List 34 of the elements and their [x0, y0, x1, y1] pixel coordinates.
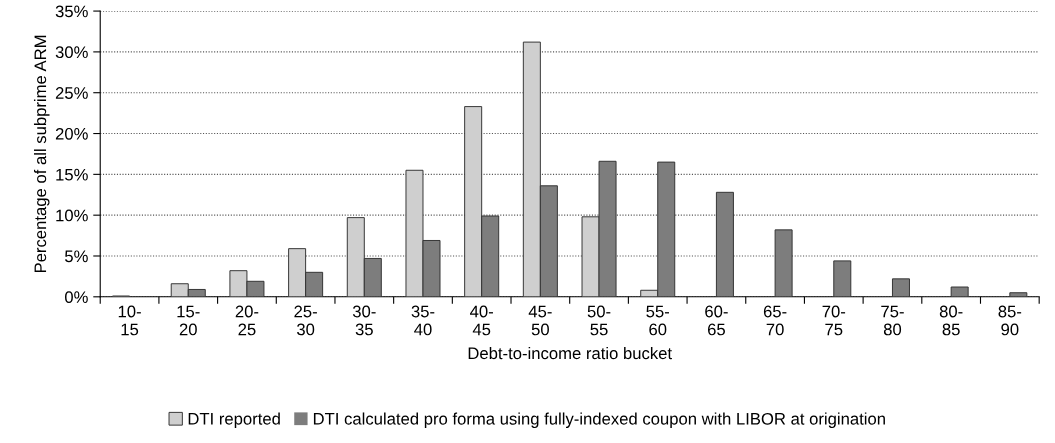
y-tick-label: 35% — [55, 5, 88, 18]
y-axis-title: Percentage of all subprime ARM — [33, 35, 50, 273]
bar — [774, 229, 793, 297]
y-tick-label: 15% — [56, 168, 88, 181]
x-tick-label: 20- 25 — [235, 305, 259, 336]
y-tick-label: 5% — [65, 250, 88, 263]
y-tick-label: 30% — [55, 46, 88, 59]
legend-label: DTI calculated pro forma using fully-indexed coupon with LIBOR at origination — [313, 412, 885, 428]
bar — [715, 191, 734, 297]
x-axis-title: Debt-to-income ratio bucket — [468, 346, 672, 360]
x-tick-label: 45- 50 — [528, 305, 552, 336]
y-tick-label: 25% — [55, 87, 88, 99]
y-tick-label: 10% — [56, 209, 88, 222]
x-tick-label: 75- 80 — [881, 305, 904, 336]
y-tick-label: 0% — [64, 291, 88, 304]
bar — [1009, 292, 1028, 297]
x-tick-label: 40- 45 — [470, 305, 493, 336]
y-tick-label: 20% — [55, 127, 88, 140]
x-tick-label: 65- 70 — [763, 305, 787, 336]
bar — [891, 278, 910, 297]
x-tick-label: 30- 35 — [352, 305, 376, 336]
x-tick-label: 15- 20 — [177, 305, 200, 336]
bar — [833, 260, 852, 297]
x-tick-label: 55- 60 — [646, 305, 670, 336]
bar — [950, 286, 969, 297]
x-tick-label: 35- 40 — [411, 305, 435, 336]
x-tick-label: 80- 85 — [939, 305, 963, 336]
x-tick-label: 60- 65 — [705, 305, 728, 336]
x-tick-label: 25- 30 — [294, 305, 317, 336]
x-tick-label: 10- 15 — [118, 305, 141, 336]
x-tick-label: 50- 55 — [587, 305, 611, 336]
legend-label: DTI reported — [188, 412, 280, 428]
x-tick-label: 70- 75 — [822, 305, 846, 336]
x-tick-label: 85- 90 — [998, 305, 1022, 336]
